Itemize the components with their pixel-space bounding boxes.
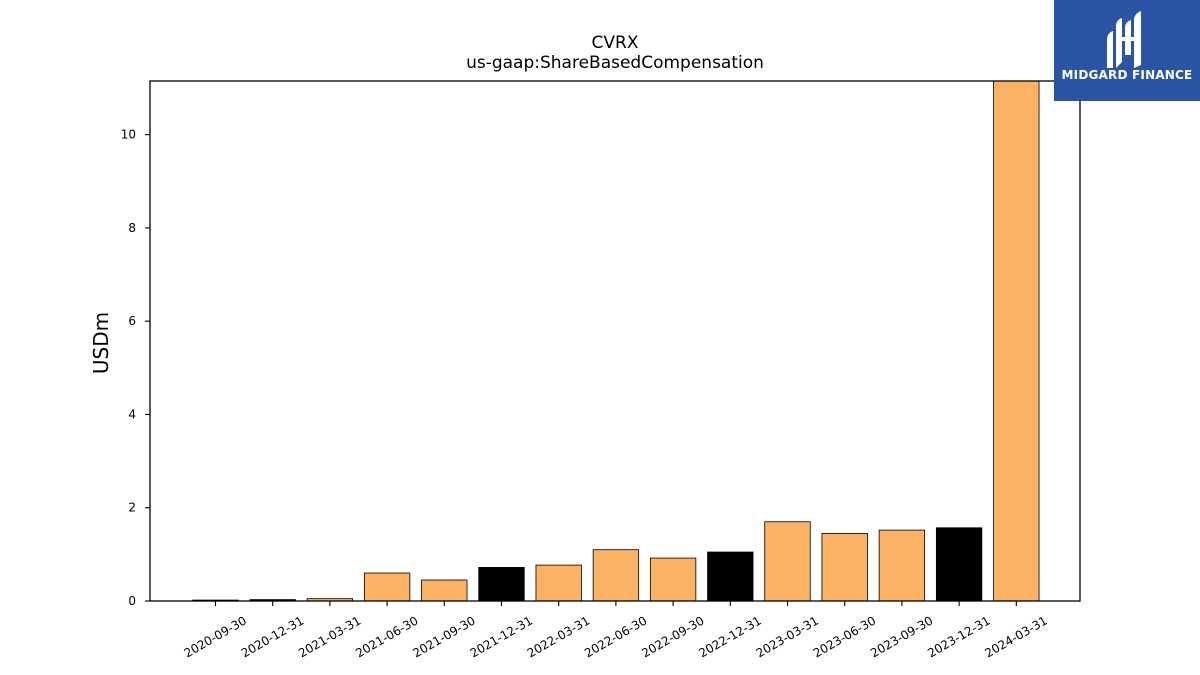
x-tick-label: 2021-06-30 (353, 613, 420, 660)
x-tick-label: 2022-03-31 (525, 613, 592, 660)
bar (707, 551, 754, 602)
y-tick-label: 4 (128, 407, 136, 421)
y-tick-label: 10 (121, 128, 136, 142)
axes-frame (149, 80, 1081, 602)
bar (421, 579, 468, 602)
x-tick-label: 2023-06-30 (811, 613, 878, 660)
x-tick-label: 2023-03-31 (754, 613, 821, 660)
bar (993, 80, 1040, 602)
bar (764, 521, 811, 602)
x-tick-label: 2023-09-30 (868, 613, 935, 660)
midgard-logo-icon (1107, 11, 1141, 68)
bar (935, 527, 983, 602)
chart-title: CVRX (591, 33, 639, 53)
bar (478, 567, 525, 602)
x-tick-label: 2020-09-30 (182, 613, 249, 660)
bar (649, 557, 697, 602)
x-tick-label: 2022-12-31 (696, 613, 763, 660)
x-tick-label: 2022-06-30 (582, 613, 649, 660)
x-tick-label: 2024-03-31 (982, 613, 1049, 660)
bar (878, 529, 926, 602)
midgard-finance-logo: MIDGARD FINANCE (1054, 0, 1200, 101)
x-tick-label: 2021-12-31 (468, 613, 535, 660)
y-tick-label: 6 (128, 314, 136, 328)
chart-subtitle: us-gaap:ShareBasedCompensation (466, 53, 764, 73)
bar (535, 564, 582, 602)
x-tick-label: 2021-09-30 (410, 613, 477, 660)
y-tick-label: 2 (128, 501, 136, 515)
bar (592, 549, 640, 602)
bar (821, 532, 868, 602)
y-tick-label: 8 (128, 221, 136, 235)
y-tick-label: 0 (128, 594, 136, 608)
x-tick-label: 2021-03-31 (296, 613, 363, 660)
bar (363, 572, 411, 602)
x-tick-label: 2023-12-31 (925, 613, 992, 660)
logo-text: MIDGARD FINANCE (1061, 68, 1193, 82)
x-tick-label: 2022-09-30 (639, 613, 706, 660)
x-tick-label: 2020-12-31 (239, 613, 306, 660)
